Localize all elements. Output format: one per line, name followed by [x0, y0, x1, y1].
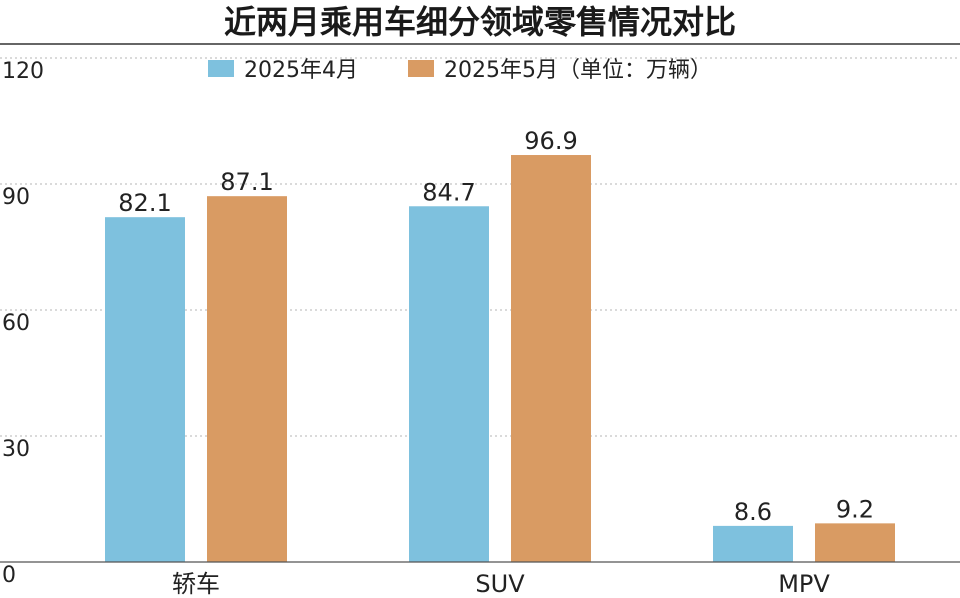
legend-swatch-may: [408, 60, 434, 77]
bar-may: [815, 523, 895, 562]
category-label: MPV: [778, 570, 830, 598]
y-axis-ticks: 0 30 60 90 120: [2, 59, 44, 588]
y-tick-label: 90: [2, 185, 30, 210]
bar-may: [207, 196, 287, 562]
value-label: 84.7: [422, 178, 475, 206]
value-label: 87.1: [220, 168, 273, 196]
x-axis-labels: 轿车 SUV MPV: [172, 570, 830, 598]
unit-note: （单位：万辆）: [558, 58, 712, 83]
bar-april: [409, 206, 489, 562]
category-label: SUV: [475, 570, 525, 598]
value-label: 9.2: [836, 495, 874, 523]
y-tick-label: 30: [2, 437, 30, 462]
value-label: 8.6: [734, 498, 772, 526]
value-labels: 82.1 87.1 84.7 96.9 8.6 9.2: [118, 127, 874, 526]
y-tick-label: 0: [2, 563, 16, 588]
legend-label-april: 2025年4月: [244, 58, 358, 83]
value-label: 82.1: [118, 189, 171, 217]
y-tick-label: 120: [2, 59, 44, 84]
legend: 2025年4月 2025年5月（单位：万辆）: [208, 58, 712, 83]
value-label: 96.9: [524, 127, 577, 155]
bar-april: [713, 525, 793, 562]
bar-may: [511, 155, 591, 562]
legend-swatch-april: [208, 60, 234, 77]
bar-april: [105, 217, 185, 562]
legend-label-may-name: 2025年5月: [444, 58, 558, 83]
chart-title: 近两月乘用车细分领域零售情况对比: [224, 3, 736, 41]
y-tick-label: 60: [2, 311, 30, 336]
category-label: 轿车: [172, 570, 220, 598]
bars: [105, 155, 895, 562]
legend-label-may: 2025年5月（单位：万辆）: [444, 58, 712, 83]
